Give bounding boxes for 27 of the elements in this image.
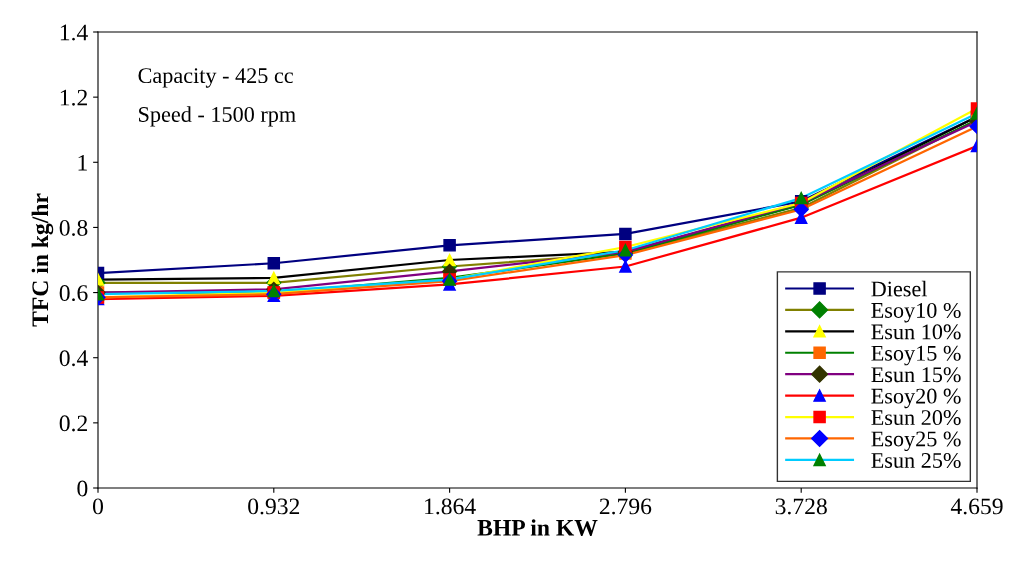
legend-label: Esun 10%	[871, 324, 961, 340]
x-tick-label: 0	[93, 498, 103, 515]
x-tick-label: 4.659	[950, 498, 1003, 515]
legend-label: Esun 20%	[871, 410, 961, 426]
legend-label: Esoy10 %	[871, 302, 961, 323]
x-axis-title: BHP in KW	[477, 519, 598, 536]
legend-label: Esun 25%	[871, 452, 961, 468]
x-tick-label: 2.796	[599, 498, 652, 515]
annotation: Capacity - 425 cc	[138, 68, 293, 88]
legend-label: Esoy20 %	[871, 388, 961, 409]
y-axis-title: TFC in kg/hr	[31, 193, 54, 327]
x-tick-label: 1.864	[425, 498, 476, 515]
y-tick-label: 0	[77, 480, 88, 497]
y-tick-label: 0.4	[59, 350, 88, 367]
x-tick-label: 0.932	[248, 498, 300, 515]
y-tick-label: 0.2	[59, 415, 87, 432]
y-tick-label: 0.6	[59, 285, 88, 302]
legend-label: Esoy25 %	[871, 431, 961, 452]
legend-label: Diesel	[871, 280, 928, 297]
legend-label: Esun 15%	[871, 367, 961, 383]
x-tick-label: 3.728	[775, 498, 827, 515]
y-tick-label: 1.2	[60, 89, 87, 106]
annotation: Speed - 1500 rpm	[139, 106, 296, 127]
y-tick-label: 1	[78, 154, 87, 171]
legend-label: Esoy15 %	[871, 345, 961, 366]
y-tick-label: 0.8	[59, 219, 88, 236]
y-tick-label: 1.4	[60, 24, 88, 41]
